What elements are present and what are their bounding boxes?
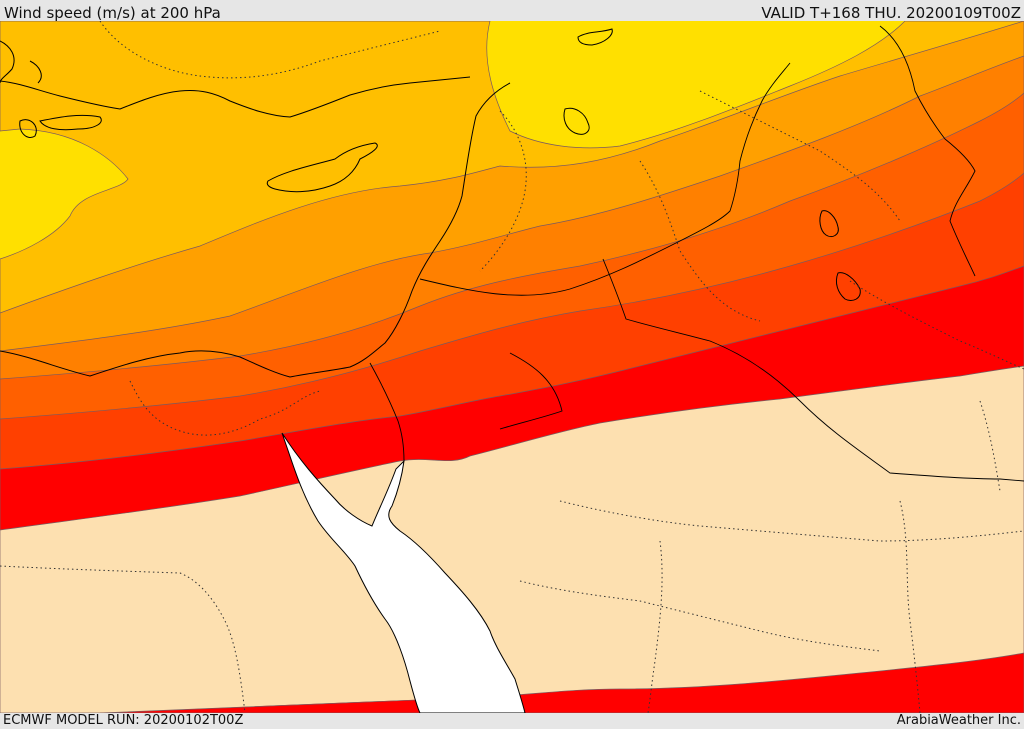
southern-red-band [99,652,1024,713]
administrative-boundaries [0,21,1024,713]
cyprus-island [266,142,378,193]
valid-time: VALID T+168 THU. 20200109T00Z [761,4,1021,22]
wind-speed-map [0,21,1024,713]
anatolia-coastline [0,76,471,118]
credit-label: ArabiaWeather Inc. [896,713,1021,728]
gulf-island-north [819,210,839,238]
lake-urmia [577,28,613,46]
gulf-island-south [835,272,861,302]
border-iran-iraq [879,25,976,277]
red-sea [281,432,526,713]
border-egypt-saudi [499,352,563,430]
border-saudi-iraq [602,258,1024,482]
crete-island [39,114,102,131]
map-title: Wind speed (m/s) at 200 hPa [4,4,221,22]
levant-coastline [0,82,511,378]
border-jordan-iraq [419,62,791,296]
wind-speed-contour-plot [0,21,1024,713]
below-threshold-area [0,365,1024,713]
aegean-islands [0,40,42,138]
lake-van [563,107,590,135]
border-sinai [369,362,405,462]
model-run-label: ECMWF MODEL RUN: 20200102T00Z [3,713,244,728]
